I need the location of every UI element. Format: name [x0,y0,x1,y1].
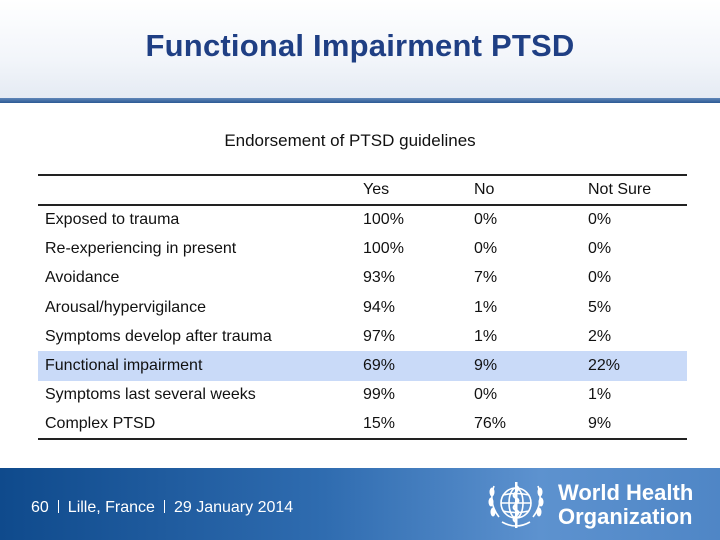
cell-no: 76% [474,415,507,433]
table-row: Symptoms last several weeks 99% 0% 1% [38,381,687,410]
column-header-no: No [474,174,588,206]
cell-yes: 100% [363,239,404,257]
cell-no: 9% [474,357,498,375]
column-header-not-sure: Not Sure [588,174,687,206]
cell-yes: 69% [363,357,396,375]
cell-not-sure: 0% [588,239,612,257]
row-label: Symptoms last several weeks [45,386,256,404]
row-label: Arousal/hypervigilance [45,298,206,316]
cell-not-sure: 9% [588,415,612,433]
cell-yes: 15% [363,415,396,433]
header-rule [0,98,720,103]
table-row: Arousal/hypervigilance 94% 1% 5% [38,293,687,322]
org-name-line1: World Health [558,480,694,505]
slide-header [0,0,720,100]
cell-no: 1% [474,298,498,316]
table-row: Avoidance 93% 7% 0% [38,264,687,293]
who-emblem-icon [488,482,544,528]
cell-not-sure: 22% [588,357,621,375]
row-label: Re-experiencing in present [45,239,237,257]
table-row: Re-experiencing in present 100% 0% 0% [38,234,687,263]
cell-yes: 94% [363,298,396,316]
cell-yes: 93% [363,269,396,287]
table-caption: Endorsement of PTSD guidelines [224,131,476,150]
cell-not-sure: 5% [588,298,612,316]
row-label: Avoidance [45,269,120,287]
row-label: Functional impairment [45,357,203,375]
page-number: 60 [31,499,49,516]
table-row: Exposed to trauma 100% 0% 0% [38,205,687,234]
cell-not-sure: 1% [588,386,612,404]
cell-not-sure: 2% [588,327,612,345]
cell-not-sure: 0% [588,211,612,229]
column-header-yes: Yes [363,174,474,206]
cell-yes: 100% [363,211,404,229]
footer-date: 29 January 2014 [173,499,294,516]
row-label: Symptoms develop after trauma [45,327,272,345]
cell-no: 0% [474,386,498,404]
footer-location: Lille, France [67,499,155,516]
table-row-highlighted: Functional impairment 69% 9% 22% [38,351,687,381]
table-row: Complex PTSD 15% 76% 9% [38,410,687,440]
cell-no: 7% [474,269,498,287]
cell-yes: 99% [363,386,396,404]
cell-no: 0% [474,239,498,257]
row-label: Complex PTSD [45,415,156,433]
row-label: Exposed to trauma [45,211,180,229]
guidelines-table: Yes No Not Sure Exposed to trauma 100% 0… [38,174,687,440]
footer-separator [163,500,165,513]
footer-separator [57,500,59,513]
slide-footer [0,468,720,540]
cell-yes: 97% [363,327,396,345]
slide-title: Functional Impairment PTSD [145,28,575,63]
cell-not-sure: 0% [588,269,612,287]
cell-no: 0% [474,211,498,229]
who-wordmark: World Health Organization [558,481,693,529]
table-row: Symptoms develop after trauma 97% 1% 2% [38,322,687,351]
table-header-row: Yes No Not Sure [38,174,687,206]
footer-info: 60 Lille, France 29 January 2014 [31,499,293,517]
org-name-line2: Organization [558,504,693,529]
column-header-label [38,174,363,206]
cell-no: 1% [474,327,498,345]
